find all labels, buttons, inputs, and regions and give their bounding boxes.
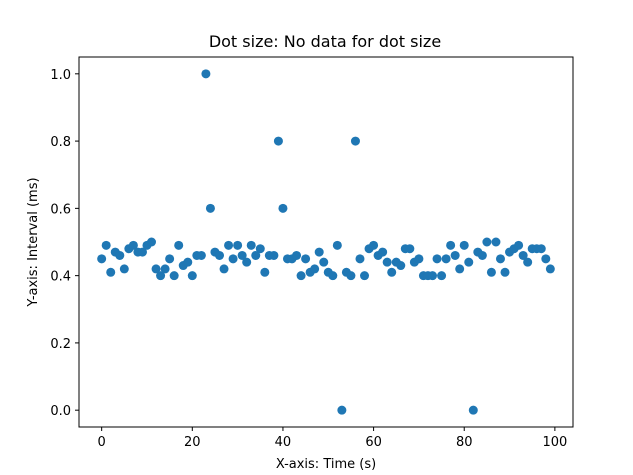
data-point [314, 247, 324, 257]
data-point [187, 271, 197, 281]
data-point [237, 250, 247, 260]
y-axis: 0.0 0.2 0.4 0.6 0.8 1.0 [50, 68, 79, 419]
data-point [450, 250, 460, 260]
data-point [536, 244, 546, 254]
data-point [292, 250, 302, 260]
x-tick-label: 100 [542, 435, 567, 450]
data-point [369, 240, 379, 250]
x-tick-label: 0 [98, 435, 106, 450]
data-point [319, 257, 329, 267]
data-points [97, 69, 555, 415]
data-point [101, 240, 111, 250]
data-point [459, 240, 469, 250]
data-point [378, 247, 388, 257]
data-point [310, 264, 320, 274]
data-point [328, 271, 338, 281]
data-point [545, 264, 555, 274]
data-point [228, 254, 238, 264]
data-point [174, 240, 184, 250]
data-point [97, 254, 107, 264]
data-point [224, 240, 234, 250]
data-point [455, 264, 465, 274]
data-point [468, 405, 478, 415]
data-point [106, 267, 116, 277]
data-point [214, 250, 224, 260]
data-point [432, 254, 442, 264]
x-tick-label: 80 [456, 435, 473, 450]
data-point [396, 261, 406, 271]
data-point [147, 237, 157, 247]
data-point [201, 69, 211, 79]
x-tick-label: 20 [184, 435, 201, 450]
data-point [160, 264, 170, 274]
data-point [514, 240, 524, 250]
data-point [382, 257, 392, 267]
data-point [255, 244, 265, 254]
data-point [332, 240, 342, 250]
data-point [301, 254, 311, 264]
data-point [278, 203, 288, 213]
data-point [523, 257, 533, 267]
data-point [273, 136, 283, 146]
data-point [464, 257, 474, 267]
y-axis-label: Y-axis: Interval (ms) [26, 177, 41, 307]
data-point [428, 271, 438, 281]
data-point [446, 240, 456, 250]
data-point [491, 237, 501, 247]
data-point [246, 240, 256, 250]
data-point [405, 244, 415, 254]
y-tick-label: 0.8 [50, 135, 71, 150]
data-point [115, 250, 125, 260]
data-point [205, 203, 215, 213]
x-axis-label: X-axis: Time (s) [276, 457, 376, 472]
data-point [541, 254, 551, 264]
data-point [156, 271, 166, 281]
data-point [137, 247, 147, 257]
data-point [219, 264, 229, 274]
y-tick-label: 0.6 [50, 202, 71, 217]
data-point [482, 237, 492, 247]
data-point [119, 264, 129, 274]
data-point [269, 250, 279, 260]
data-point [151, 264, 161, 274]
data-point [196, 250, 206, 260]
data-point [350, 136, 360, 146]
data-point [337, 405, 347, 415]
data-point [414, 254, 424, 264]
y-tick-label: 0.2 [50, 337, 71, 352]
data-point [346, 271, 356, 281]
data-point [500, 267, 510, 277]
data-point [518, 250, 528, 260]
data-point [183, 257, 193, 267]
data-point [251, 250, 261, 260]
data-point [233, 240, 243, 250]
x-axis: 0 20 40 60 80 100 [98, 427, 567, 450]
data-point [355, 254, 365, 264]
data-point [495, 254, 505, 264]
data-point [242, 257, 252, 267]
data-point [169, 271, 179, 281]
data-point [360, 271, 370, 281]
x-tick-label: 60 [365, 435, 382, 450]
data-point [260, 267, 270, 277]
y-tick-label: 0.0 [50, 404, 71, 419]
y-tick-label: 1.0 [50, 68, 71, 83]
data-point [486, 267, 496, 277]
data-point [387, 267, 397, 277]
data-point [296, 271, 306, 281]
chart-title: Dot size: No data for dot size [209, 32, 441, 51]
x-tick-label: 40 [275, 435, 292, 450]
data-point [441, 254, 451, 264]
data-point [437, 271, 447, 281]
data-point [477, 250, 487, 260]
data-point [165, 254, 175, 264]
y-tick-label: 0.4 [50, 270, 71, 285]
data-point [128, 240, 138, 250]
